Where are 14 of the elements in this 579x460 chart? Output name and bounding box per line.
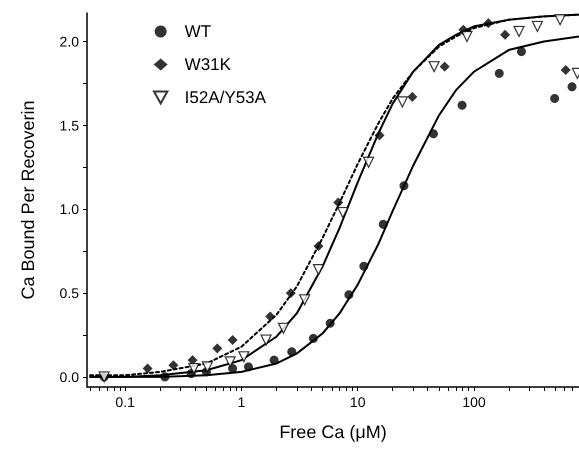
x-axis-title: Free Ca (μM) — [279, 422, 387, 442]
y-tick-label: 1.0 — [60, 201, 80, 218]
x-tick-label: 10 — [350, 394, 366, 410]
y-tick-label: 0.5 — [60, 285, 80, 302]
x-tick-label: 0.1 — [115, 394, 136, 410]
y-tick-label: 0.0 — [60, 368, 80, 385]
y-tick-label: 2.0 — [60, 34, 80, 50]
legend-label: WT — [184, 22, 212, 41]
x-tick-label: 1 — [238, 394, 246, 410]
y-tick-label: 1.5 — [60, 117, 80, 134]
y-axis-title: Ca Bound Per Recoverin — [18, 100, 38, 300]
legend-label: I52A/Y53A — [184, 88, 267, 107]
x-tick-label: 100 — [462, 394, 486, 410]
legend-label: W31K — [184, 55, 232, 74]
